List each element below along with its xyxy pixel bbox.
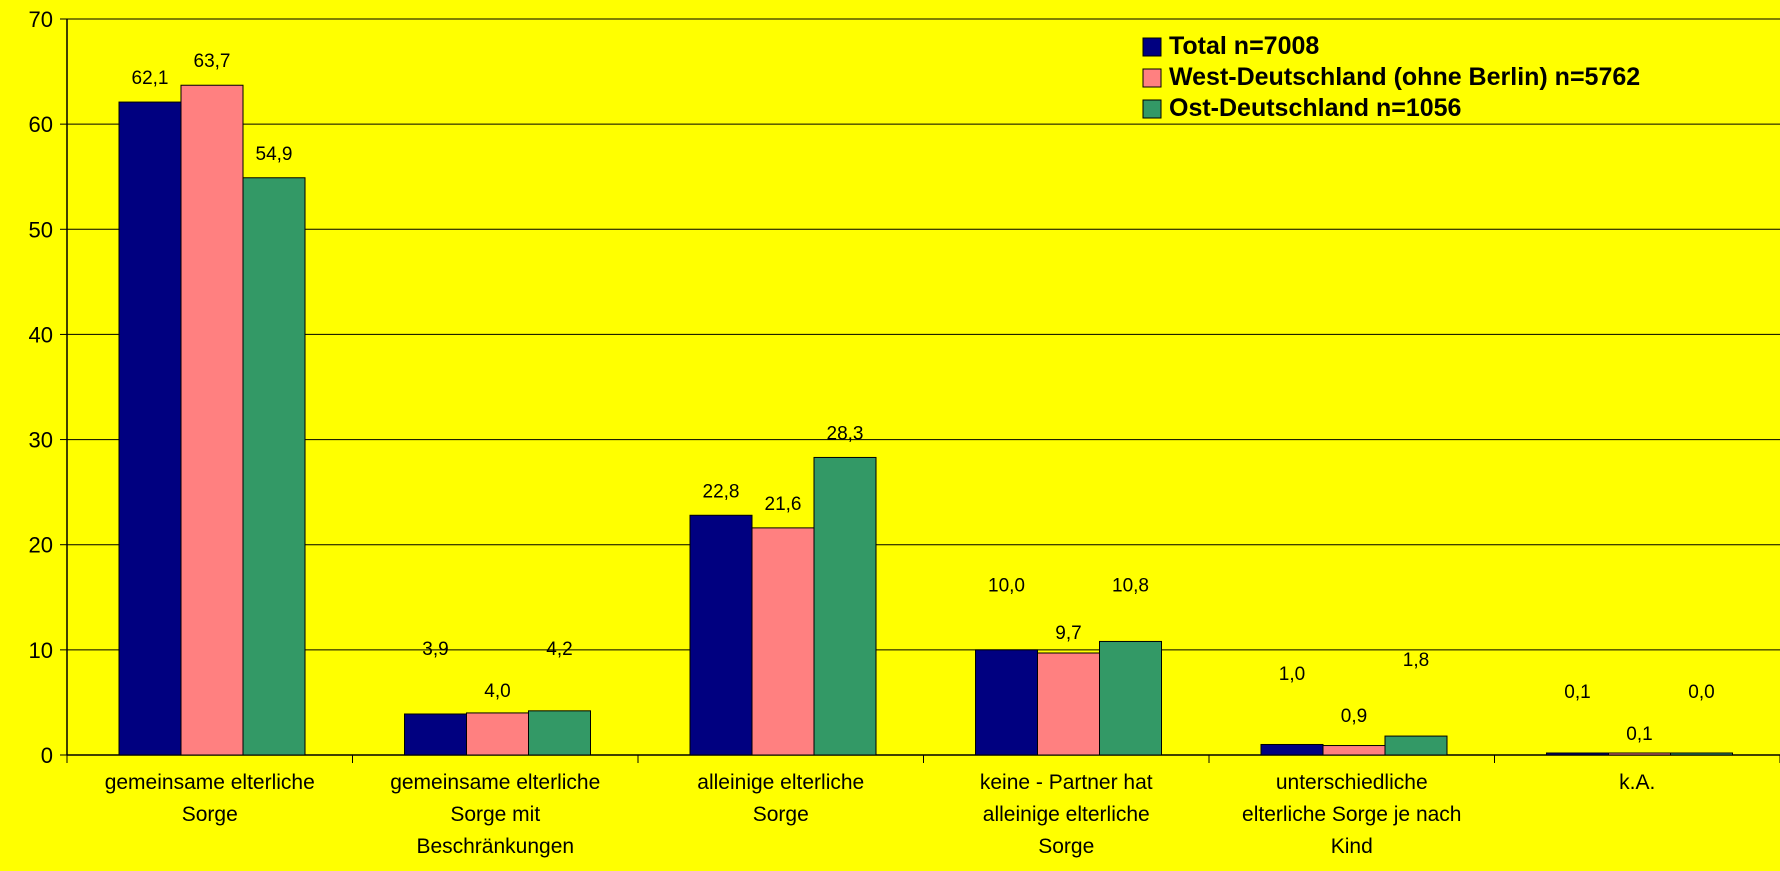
y-tick-label: 10 [29, 638, 53, 663]
axes [66, 19, 1780, 763]
bar [813, 456, 877, 756]
legend-entry-label: West-Deutschland (ohne Berlin) n=5762 [1169, 63, 1640, 91]
y-tick-label: 60 [29, 112, 53, 137]
x-category-label-line: Kind [1331, 835, 1373, 858]
data-label: 0,1 [1564, 682, 1590, 703]
bar [751, 527, 815, 756]
data-label: 0,1 [1626, 724, 1652, 745]
bar [1670, 752, 1733, 756]
bar [242, 177, 306, 756]
data-label: 4,0 [484, 681, 510, 702]
data-label: 10,0 [988, 575, 1025, 596]
data-label: 9,7 [1055, 623, 1081, 644]
x-category-label-line: gemeinsame elterliche [390, 771, 600, 794]
bar [1260, 743, 1324, 756]
x-category-label-line: elterliche Sorge je nach [1242, 803, 1461, 826]
bar [689, 514, 753, 756]
data-label: 0,0 [1688, 682, 1714, 703]
bar [528, 710, 591, 756]
data-label: 3,9 [422, 639, 448, 660]
y-tick-label: 20 [29, 533, 53, 558]
y-tick-label: 40 [29, 322, 53, 347]
data-label: 1,0 [1279, 664, 1305, 685]
bar [1322, 745, 1386, 756]
data-label: 62,1 [132, 68, 169, 89]
data-label: 4,2 [546, 639, 572, 660]
data-label: 21,6 [765, 494, 802, 515]
y-tick-label: 50 [29, 217, 53, 242]
x-category-label: unterschiedliche elterliche Sorge je nach… [1242, 771, 1461, 858]
legend: Total n=7008 West-Deutschland (ohne Berli… [1142, 32, 1640, 122]
x-category-label: gemeinsame elterliche Sorge [105, 771, 315, 826]
y-tick-label: 70 [29, 7, 53, 32]
x-category-label-line: Sorge [753, 803, 809, 826]
y-axis-ticks: 0 10 20 30 40 50 60 70 [29, 7, 67, 768]
data-label: 28,3 [827, 423, 864, 444]
bars [118, 84, 1733, 756]
x-category-label: gemeinsame elterliche Sorge mit Beschränku… [390, 771, 600, 858]
x-category-label-line: k.A. [1619, 771, 1655, 794]
bar [1546, 752, 1609, 756]
bar [975, 649, 1038, 756]
bar [118, 101, 182, 756]
data-label: 10,8 [1112, 575, 1149, 596]
y-tick-label: 0 [41, 743, 53, 768]
bar [1037, 652, 1100, 756]
legend-swatch [1142, 99, 1162, 119]
x-category-label-line: alleinige elterliche [983, 803, 1150, 826]
x-category-label-line: keine - Partner hat [980, 771, 1153, 794]
bar [1099, 640, 1162, 756]
x-category-label-line: unterschiedliche [1276, 771, 1428, 794]
data-labels: 62,1 63,7 54,9 3,9 4,0 4,2 22,8 21,6 28,3 10,0 9,7… [132, 51, 1715, 745]
y-tick-label: 30 [29, 428, 53, 453]
legend-entry-label: Total n=7008 [1169, 32, 1319, 60]
x-category-label-line: alleinige elterliche [697, 771, 864, 794]
x-category-label-line: Beschränkungen [416, 835, 574, 858]
gridlines [67, 18, 1780, 651]
x-category-label-line: Sorge mit [450, 803, 540, 826]
data-label: 22,8 [703, 481, 740, 502]
data-label: 54,9 [256, 144, 293, 165]
x-category-label-line: Sorge [182, 803, 238, 826]
bar [466, 712, 529, 756]
x-category-label-line: Sorge [1038, 835, 1094, 858]
x-category-label: keine - Partner hat alleinige elterliche S… [980, 771, 1153, 858]
bar [1608, 752, 1671, 756]
legend-entry-label: Ost-Deutschland n=1056 [1169, 94, 1461, 122]
legend-swatch [1142, 37, 1162, 57]
legend-swatch [1142, 68, 1162, 88]
bar [1384, 735, 1448, 756]
data-label: 1,8 [1403, 650, 1429, 671]
x-category-label-line: gemeinsame elterliche [105, 771, 315, 794]
x-category-label: k.A. [1619, 771, 1655, 794]
data-label: 0,9 [1341, 706, 1367, 727]
bar [180, 84, 244, 756]
data-label: 63,7 [194, 51, 231, 72]
bar [404, 713, 467, 756]
x-category-label: alleinige elterliche Sorge [697, 771, 864, 826]
